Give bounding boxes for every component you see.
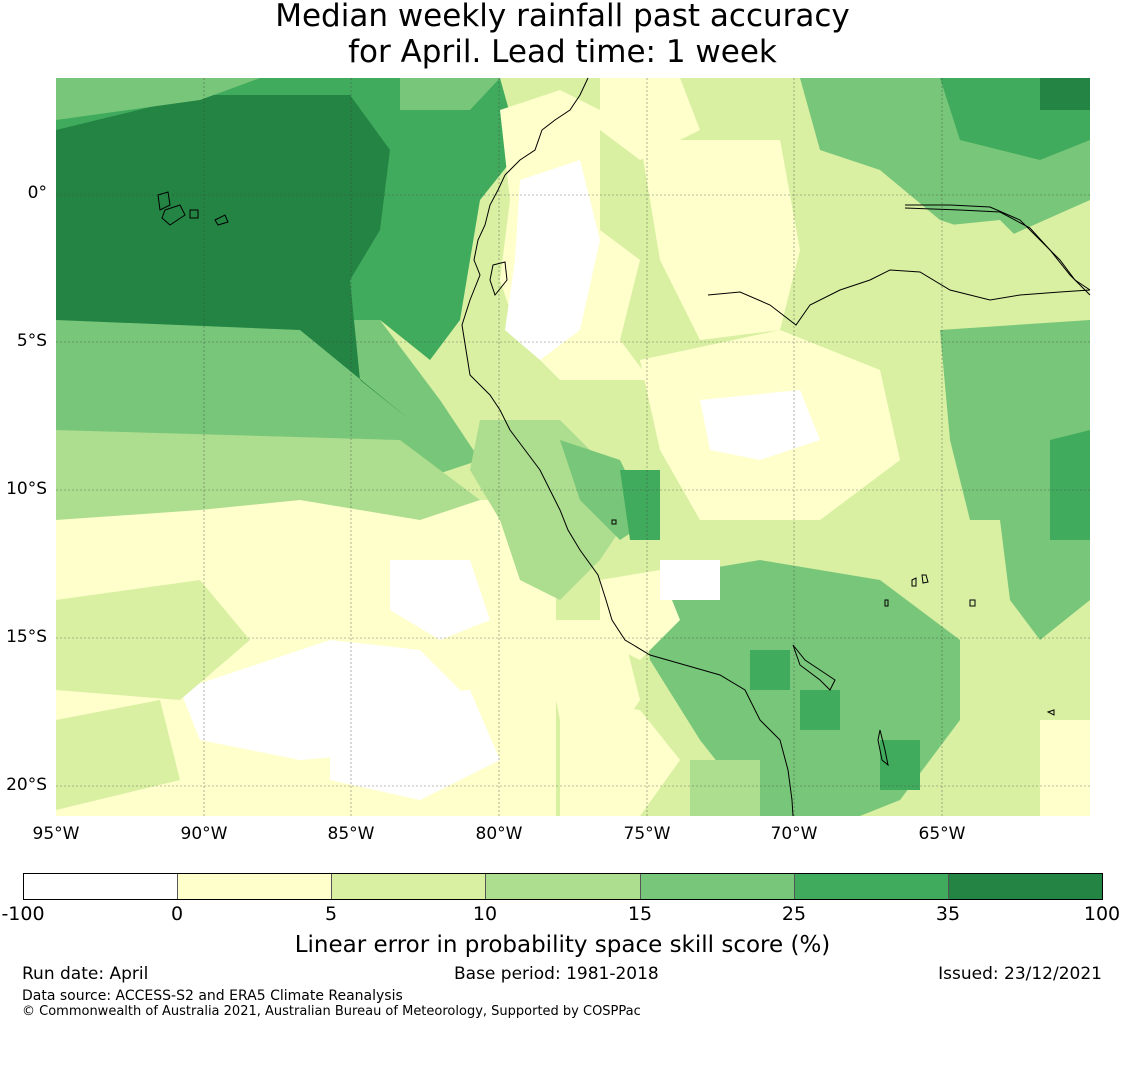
colorbar-tick: 0 xyxy=(170,903,184,925)
lon-tick-65w: 65°W xyxy=(918,824,966,844)
colorbar-tick: 35 xyxy=(935,903,961,925)
colorbar-tick: 15 xyxy=(627,903,653,925)
colorbar-tick: 10 xyxy=(472,903,498,925)
colorbar-bin-2 xyxy=(178,874,333,899)
lat-tick-15s: 15°S xyxy=(6,627,47,647)
lon-tick-95w: 95°W xyxy=(32,824,80,844)
lon-tick-90w: 90°W xyxy=(180,824,228,844)
colorbar-tick: 5 xyxy=(324,903,338,925)
colorbar-bin-5 xyxy=(640,874,795,899)
issued-date: Issued: 23/12/2021 xyxy=(938,964,1102,984)
lat-tick-0: 0° xyxy=(27,183,47,203)
data-source: Data source: ACCESS-S2 and ERA5 Climate … xyxy=(22,988,403,1004)
skill-score-map xyxy=(56,77,1091,817)
colorbar-bin-7 xyxy=(948,874,1102,899)
chart-title-line1: Median weekly rainfall past accuracy xyxy=(275,0,850,34)
lon-tick-80w: 80°W xyxy=(475,824,523,844)
colorbar-tick: 25 xyxy=(781,903,807,925)
colorbar-label: Linear error in probability space skill … xyxy=(294,932,831,958)
lon-tick-85w: 85°W xyxy=(327,824,375,844)
lat-tick-10s: 10°S xyxy=(6,479,47,499)
colorbar-bin-4 xyxy=(486,874,641,899)
lat-tick-5s: 5°S xyxy=(16,331,47,351)
run-date: Run date: April xyxy=(22,964,149,984)
colorbar xyxy=(23,873,1103,900)
colorbar-bin-3 xyxy=(332,874,487,899)
lon-tick-70w: 70°W xyxy=(770,824,818,844)
colorbar-tick: 100 xyxy=(1083,903,1121,925)
lat-tick-20s: 20°S xyxy=(6,775,47,795)
colorbar-bin-6 xyxy=(794,874,949,899)
base-period: Base period: 1981-2018 xyxy=(454,964,659,984)
lon-tick-75w: 75°W xyxy=(623,824,671,844)
copyright: © Commonwealth of Australia 2021, Austra… xyxy=(22,1004,641,1019)
graticule xyxy=(56,78,1090,816)
chart-title-line2: for April. Lead time: 1 week xyxy=(348,34,777,70)
skill-field xyxy=(56,78,1090,816)
colorbar-bin-1 xyxy=(24,874,179,899)
colorbar-tick: -100 xyxy=(1,903,45,925)
coastline xyxy=(157,77,1091,817)
